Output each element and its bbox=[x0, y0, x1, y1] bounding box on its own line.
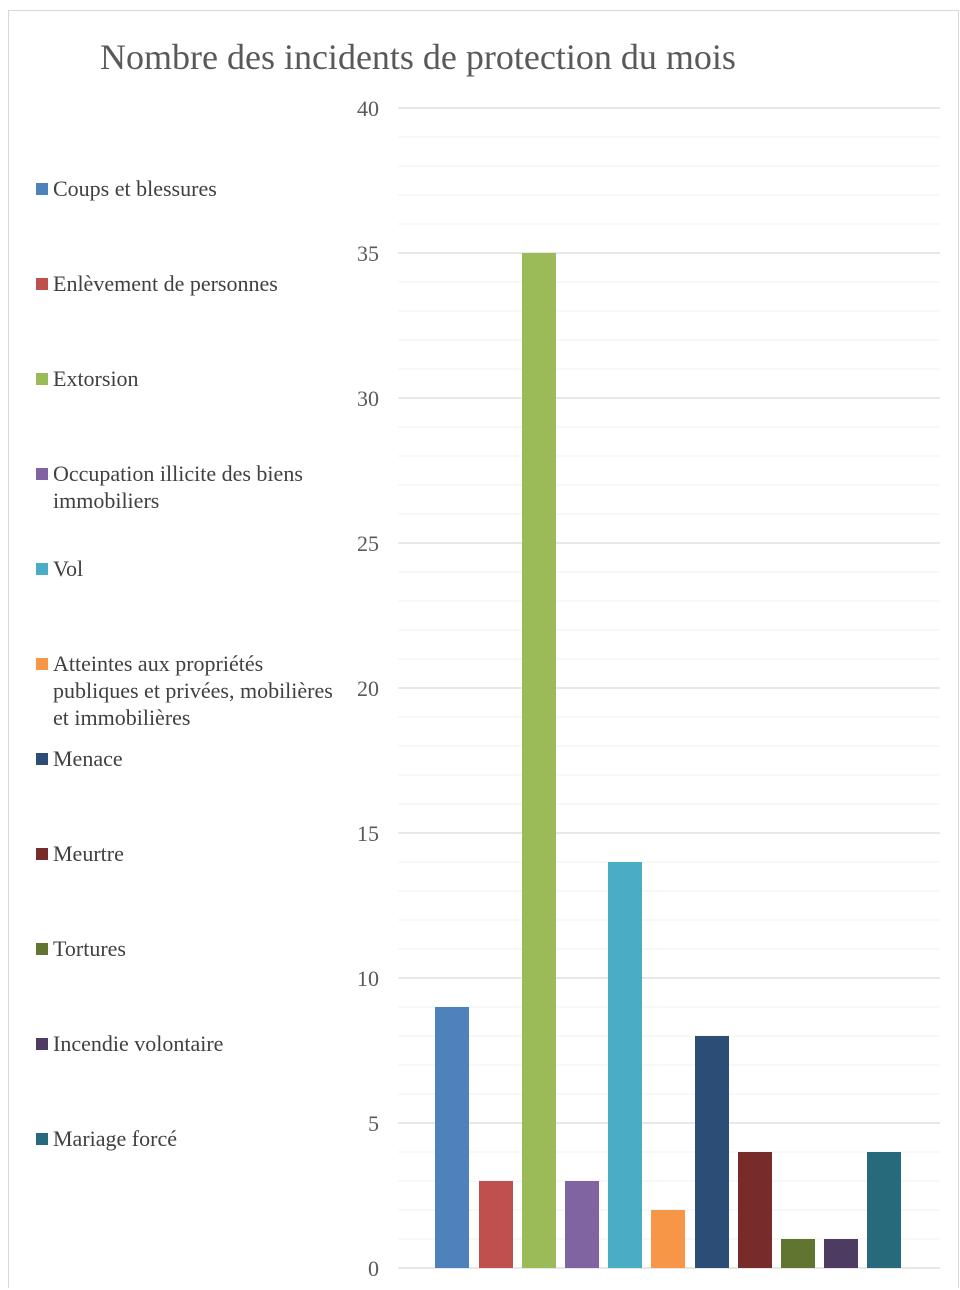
legend-swatch bbox=[36, 563, 48, 575]
bar-1 bbox=[435, 1007, 469, 1268]
legend-label: Occupation illicite des biens immobilier… bbox=[53, 461, 303, 513]
legend-label: Atteintes aux propriétés publiques et pr… bbox=[53, 651, 333, 730]
legend-item: Incendie volontaire bbox=[36, 1030, 336, 1057]
legend-swatch bbox=[36, 943, 48, 955]
y-tick-label: 35 bbox=[357, 241, 379, 266]
legend-item: Menace bbox=[36, 745, 336, 772]
legend-item: Atteintes aux propriétés publiques et pr… bbox=[36, 650, 336, 731]
legend-swatch bbox=[36, 183, 48, 195]
y-tick-label: 30 bbox=[357, 386, 379, 411]
legend-swatch bbox=[36, 848, 48, 860]
legend-swatch bbox=[36, 658, 48, 670]
legend-swatch bbox=[36, 753, 48, 765]
legend-label: Mariage forcé bbox=[53, 1126, 177, 1151]
legend-swatch bbox=[36, 373, 48, 385]
bar-11 bbox=[867, 1152, 901, 1268]
y-tick-label: 25 bbox=[357, 531, 379, 556]
bar-9 bbox=[781, 1239, 815, 1268]
legend-item: Enlèvement de personnes bbox=[36, 270, 336, 297]
chart-title: Nombre des incidents de protection du mo… bbox=[100, 37, 736, 77]
legend-swatch bbox=[36, 278, 48, 290]
legend-label: Coups et blessures bbox=[53, 176, 217, 201]
bar-2 bbox=[479, 1181, 513, 1268]
legend-swatch bbox=[36, 1133, 48, 1145]
legend-label: Enlèvement de personnes bbox=[53, 271, 278, 296]
legend-swatch bbox=[36, 1038, 48, 1050]
y-tick-label: 15 bbox=[357, 821, 379, 846]
y-tick-label: 10 bbox=[357, 966, 379, 991]
legend-item: Meurtre bbox=[36, 840, 336, 867]
bar-10 bbox=[824, 1239, 858, 1268]
legend-label: Meurtre bbox=[53, 841, 124, 866]
bar-6 bbox=[651, 1210, 685, 1268]
legend-label: Vol bbox=[53, 556, 84, 581]
bar-7 bbox=[695, 1036, 729, 1268]
legend-label: Tortures bbox=[53, 936, 126, 961]
bar-3 bbox=[522, 253, 556, 1268]
y-tick-label: 5 bbox=[368, 1111, 379, 1136]
chart-area bbox=[8, 10, 959, 1288]
y-tick-label: 40 bbox=[357, 96, 379, 121]
y-tick-label: 0 bbox=[368, 1256, 379, 1281]
legend-item: Coups et blessures bbox=[36, 175, 336, 202]
bar-8 bbox=[738, 1152, 772, 1268]
legend-item: Vol bbox=[36, 555, 336, 582]
legend-item: Mariage forcé bbox=[36, 1125, 336, 1152]
legend-swatch bbox=[36, 468, 48, 480]
legend-label: Menace bbox=[53, 746, 123, 771]
legend-item: Occupation illicite des biens immobilier… bbox=[36, 460, 336, 514]
legend-label: Extorsion bbox=[53, 366, 139, 391]
y-tick-label: 20 bbox=[357, 676, 379, 701]
legend-item: Extorsion bbox=[36, 365, 336, 392]
bar-4 bbox=[565, 1181, 599, 1268]
legend-label: Incendie volontaire bbox=[53, 1031, 224, 1056]
bar-5 bbox=[608, 862, 642, 1268]
legend-item: Tortures bbox=[36, 935, 336, 962]
